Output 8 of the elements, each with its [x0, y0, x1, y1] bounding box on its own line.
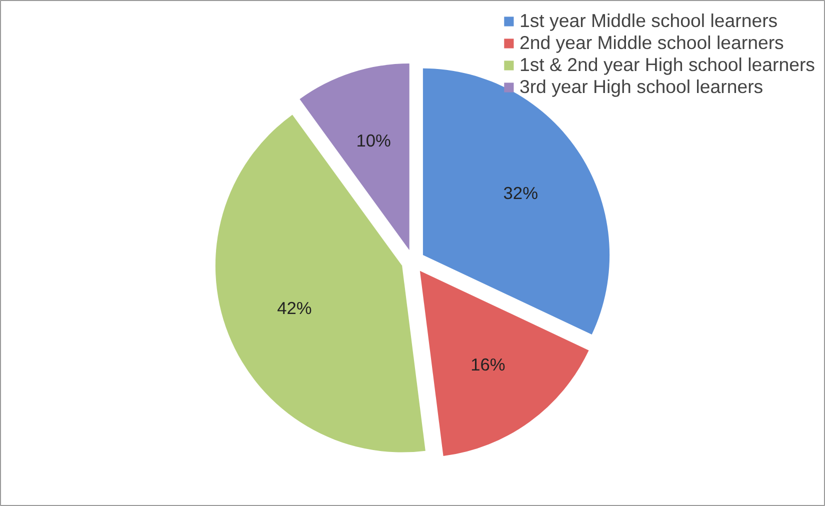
- data-label: 42%: [277, 298, 312, 318]
- legend-label: 3rd year High school learners: [519, 76, 764, 98]
- legend-label: 1st & 2nd year High school learners: [519, 54, 815, 76]
- legend-label: 2nd year Middle school learners: [519, 32, 784, 54]
- legend-label: 1st year Middle school learners: [519, 10, 778, 32]
- data-label: 10%: [356, 130, 391, 150]
- data-label: 16%: [470, 354, 506, 374]
- data-label: 32%: [503, 183, 538, 204]
